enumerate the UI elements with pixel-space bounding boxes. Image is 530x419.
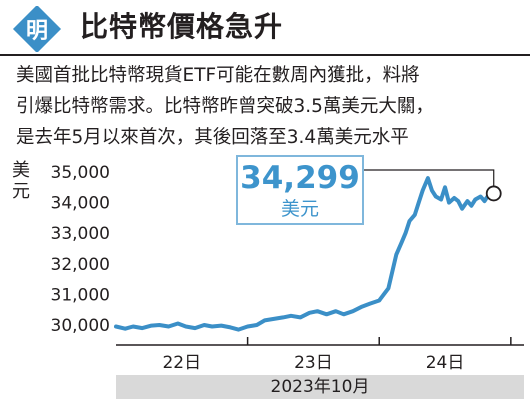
x-tick-label: 22日 <box>162 353 201 373</box>
callout-leader-line <box>364 169 495 187</box>
paragraph-line: 引爆比特幣需求。比特幣昨曾突破3.5萬美元大關， <box>16 96 434 117</box>
headline: 比特幣價格急升 <box>80 10 284 43</box>
x-tick-label: 24日 <box>426 353 465 373</box>
headline-divider <box>0 54 530 56</box>
price-callout: 34,299 美元 <box>236 155 364 225</box>
y-tick-label: 33,000 <box>51 224 110 244</box>
x-axis-band <box>116 375 524 399</box>
ming-pao-logo-icon: 明 <box>12 6 62 52</box>
y-tick-label: 35,000 <box>51 163 110 183</box>
y-axis-label: 美元 <box>12 160 30 202</box>
paragraph-line: 美國首批比特幣現貨ETF可能在數周內獲批，料將 <box>16 65 420 86</box>
last-price-marker <box>485 185 502 202</box>
callout-unit: 美元 <box>280 198 319 220</box>
x-tick-label: 23日 <box>294 353 333 373</box>
price-line <box>114 176 496 332</box>
x-axis-label: 2023年10月 <box>270 377 370 397</box>
paragraph-line: 是去年5月以來首次，其後回落至3.4萬美元水平 <box>16 127 409 148</box>
y-tick-label: 31,000 <box>51 285 110 305</box>
y-tick-label: 34,000 <box>51 194 110 214</box>
callout-price: 34,299 <box>240 160 360 196</box>
intro-paragraph: 美國首批比特幣現貨ETF可能在數周內獲批，料將 引爆比特幣需求。比特幣昨曾突破3… <box>16 60 521 153</box>
y-tick-label: 30,000 <box>51 316 110 336</box>
logo-char: 明 <box>26 19 48 44</box>
y-tick-label: 32,000 <box>51 255 110 275</box>
